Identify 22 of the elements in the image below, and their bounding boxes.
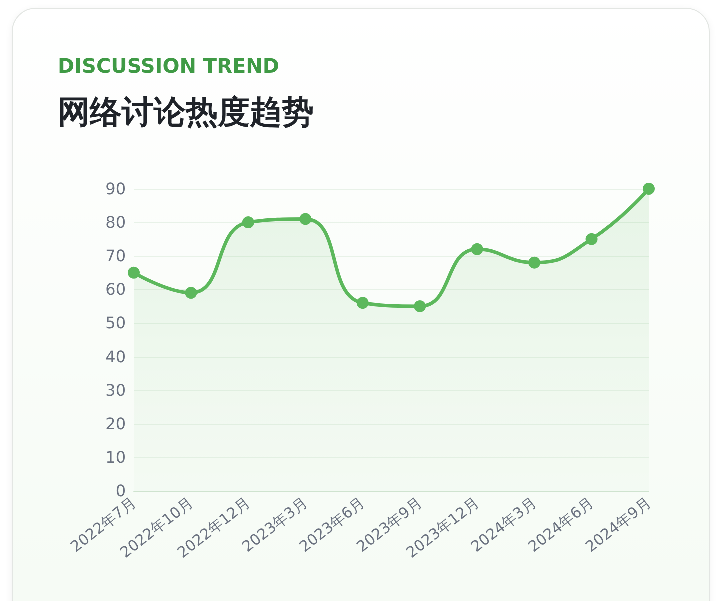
y-tick-label: 10: [106, 448, 126, 467]
y-tick-label: 60: [106, 280, 126, 300]
point: [300, 213, 312, 226]
point: [586, 233, 598, 246]
point: [528, 256, 541, 269]
y-tick-label: 0: [116, 482, 126, 500]
point: [414, 300, 426, 312]
point: [185, 287, 198, 300]
point: [643, 183, 655, 195]
y-tick-label: 50: [106, 314, 126, 333]
y-tick-label: 90: [106, 180, 126, 198]
y-tick-label: 70: [106, 246, 126, 266]
point: [471, 243, 484, 256]
y-tick-label: 80: [106, 213, 126, 232]
chart-title: 网络讨论热度趋势: [58, 93, 314, 131]
y-tick-label: 20: [106, 414, 126, 434]
point: [242, 216, 254, 229]
y-tick-label: 40: [106, 347, 126, 366]
point: [356, 297, 369, 310]
y-tick-label: 30: [106, 380, 126, 400]
point: [128, 266, 140, 279]
chart-subtitle: DISCUSSION TREND: [58, 54, 280, 78]
